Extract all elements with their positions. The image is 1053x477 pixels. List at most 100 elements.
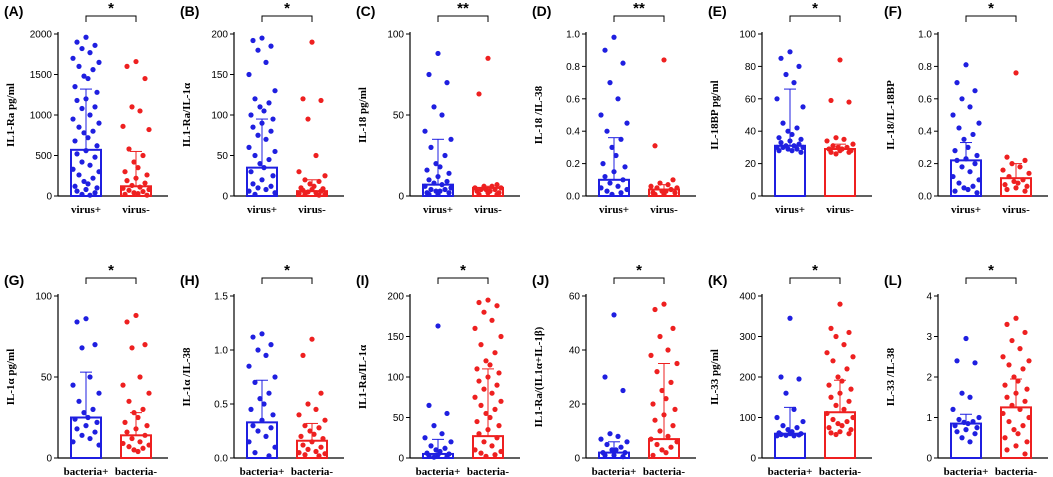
data-point xyxy=(611,452,617,458)
data-point xyxy=(828,394,834,400)
data-point xyxy=(252,152,258,159)
data-point xyxy=(835,420,841,427)
data-point xyxy=(663,450,669,456)
data-point xyxy=(950,406,956,412)
data-point xyxy=(435,323,441,329)
data-point xyxy=(776,135,782,141)
data-point xyxy=(444,453,450,459)
x-tick-label: virus+ xyxy=(71,204,101,216)
data-point xyxy=(422,183,428,189)
data-point xyxy=(140,188,146,195)
data-point xyxy=(433,161,439,167)
data-point xyxy=(250,37,256,44)
data-point xyxy=(1013,185,1019,191)
data-point xyxy=(1017,406,1023,412)
data-point xyxy=(250,423,256,429)
data-point xyxy=(776,148,782,154)
data-point xyxy=(824,350,830,356)
data-point xyxy=(472,325,478,331)
data-point xyxy=(494,382,500,388)
data-point xyxy=(263,186,269,193)
data-point xyxy=(670,423,676,429)
data-point xyxy=(305,446,311,452)
data-point xyxy=(672,190,678,196)
data-point xyxy=(976,177,982,183)
data-point xyxy=(837,429,843,435)
series-negative xyxy=(296,39,328,198)
data-point xyxy=(79,45,85,52)
series-negative xyxy=(1000,315,1032,459)
data-point xyxy=(316,192,322,198)
data-point xyxy=(131,447,137,453)
data-point xyxy=(791,433,797,439)
data-point xyxy=(313,448,319,455)
data-point xyxy=(270,116,276,122)
data-point xyxy=(1006,418,1012,425)
data-point xyxy=(129,182,135,189)
data-point xyxy=(496,370,502,376)
data-point xyxy=(74,319,80,325)
x-tick-label: bacteria+ xyxy=(944,466,989,477)
data-point xyxy=(615,183,621,189)
y-tick-label: 50 xyxy=(41,373,53,384)
x-tick-label: bacteria+ xyxy=(768,466,813,477)
significance-bracket xyxy=(965,15,1017,22)
data-point xyxy=(124,319,130,325)
data-point xyxy=(498,398,504,404)
data-point xyxy=(309,336,315,342)
data-point xyxy=(448,136,454,142)
data-point xyxy=(302,423,308,429)
panel-d: (D) IL-18 /IL-38 0.0 0.2 0.4 0.6 0.8 1.0 virus+ v… xyxy=(532,0,696,216)
data-point xyxy=(622,164,628,170)
data-point xyxy=(483,453,489,459)
data-point xyxy=(94,143,100,149)
data-point xyxy=(1002,435,1008,441)
data-point xyxy=(652,306,658,313)
data-point xyxy=(1013,70,1019,76)
data-point xyxy=(837,301,843,307)
data-point xyxy=(90,128,96,134)
data-point xyxy=(435,452,441,458)
significance-marker: * xyxy=(988,262,994,279)
y-tick-label: 0.4 xyxy=(918,127,932,138)
data-point xyxy=(1002,182,1008,188)
data-point xyxy=(481,386,487,392)
data-point xyxy=(1024,439,1030,445)
data-point xyxy=(839,423,845,429)
y-tick-label: 200 xyxy=(387,292,404,303)
data-point xyxy=(648,436,654,442)
data-point xyxy=(787,49,793,55)
panel-label: (J) xyxy=(532,272,549,288)
data-point xyxy=(305,401,311,407)
data-point xyxy=(648,352,654,358)
data-point xyxy=(250,334,256,340)
data-point xyxy=(485,55,491,61)
data-point xyxy=(1000,410,1006,417)
significance-bracket xyxy=(613,15,665,22)
data-point xyxy=(137,439,143,445)
data-point xyxy=(252,379,258,385)
data-point xyxy=(620,454,626,460)
data-point xyxy=(302,177,308,183)
data-point xyxy=(837,148,843,154)
y-tick-label: 0.6 xyxy=(918,94,932,105)
data-point xyxy=(302,191,308,197)
data-point xyxy=(246,71,252,78)
panel-label: (I) xyxy=(356,272,369,288)
data-point xyxy=(296,450,302,456)
data-point xyxy=(146,442,152,448)
y-axis-label: IL-18BP pg/ml xyxy=(709,80,721,149)
significance-marker: * xyxy=(284,262,290,279)
data-point xyxy=(974,152,980,159)
data-point xyxy=(126,146,132,152)
data-point xyxy=(841,406,847,412)
series-negative xyxy=(824,301,856,459)
data-point xyxy=(446,170,452,176)
data-point xyxy=(494,182,500,188)
data-point xyxy=(433,447,439,453)
data-point xyxy=(120,382,126,388)
y-tick-label: 0 xyxy=(222,192,228,203)
y-tick-label: 2000 xyxy=(30,30,53,41)
panel-label: (K) xyxy=(708,272,727,288)
data-point xyxy=(648,183,654,189)
